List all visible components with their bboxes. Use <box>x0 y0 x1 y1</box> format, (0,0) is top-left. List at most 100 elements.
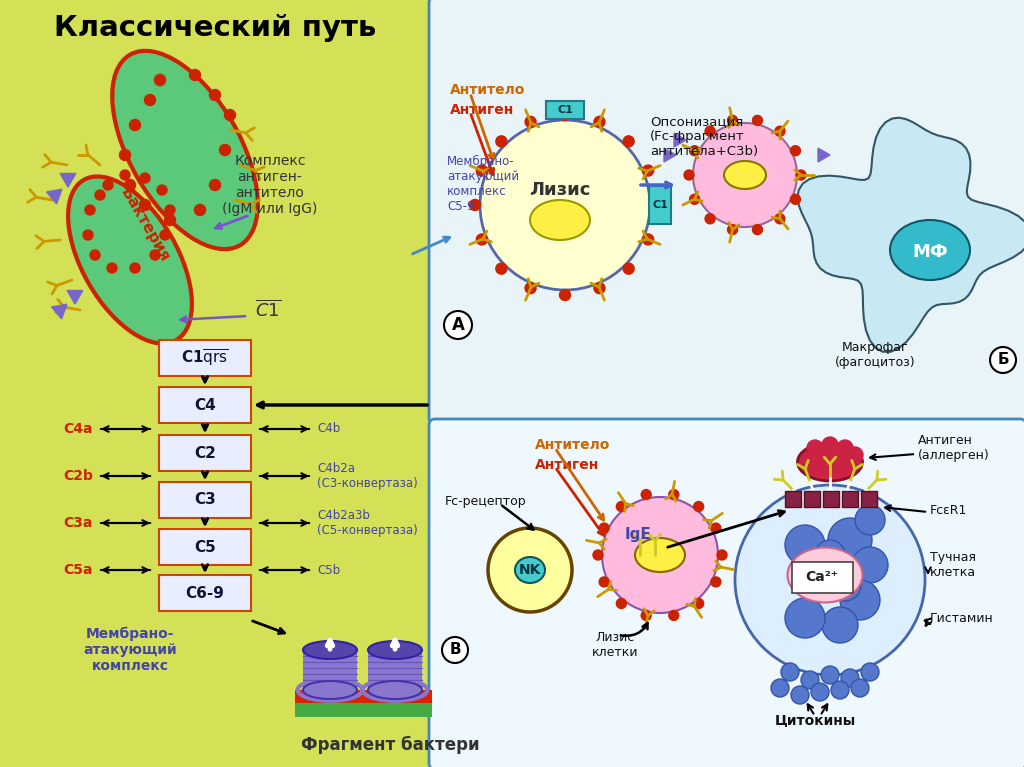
Circle shape <box>847 447 863 463</box>
Circle shape <box>727 115 737 125</box>
Circle shape <box>641 489 651 499</box>
Text: C2: C2 <box>195 446 216 460</box>
Text: Б: Б <box>997 353 1009 367</box>
Text: Макрофаг
(фагоцитоз): Макрофаг (фагоцитоз) <box>835 341 915 369</box>
Circle shape <box>150 250 160 260</box>
Circle shape <box>444 311 472 339</box>
Text: C5b: C5b <box>317 564 340 577</box>
Ellipse shape <box>113 51 258 249</box>
FancyBboxPatch shape <box>159 340 251 376</box>
Text: Антитело: Антитело <box>535 438 610 452</box>
Circle shape <box>480 120 650 290</box>
Text: МФ: МФ <box>912 243 948 261</box>
Ellipse shape <box>303 681 357 699</box>
Circle shape <box>85 205 95 215</box>
Circle shape <box>791 146 801 156</box>
Ellipse shape <box>530 200 590 240</box>
Text: Фрагмент бактери: Фрагмент бактери <box>301 736 479 754</box>
Polygon shape <box>664 148 676 162</box>
Ellipse shape <box>303 641 357 659</box>
Circle shape <box>160 230 170 240</box>
Circle shape <box>851 679 869 697</box>
Text: C2b: C2b <box>63 469 93 483</box>
Circle shape <box>139 199 151 210</box>
Circle shape <box>157 185 167 195</box>
Text: C3a: C3a <box>63 516 93 530</box>
Text: Антиген: Антиген <box>535 458 599 472</box>
Circle shape <box>559 110 570 120</box>
Circle shape <box>735 485 925 675</box>
Circle shape <box>815 540 845 570</box>
FancyBboxPatch shape <box>785 491 801 507</box>
Circle shape <box>840 580 880 620</box>
Text: Мембрано-
атакующий
комплекс: Мембрано- атакующий комплекс <box>83 627 177 673</box>
Circle shape <box>669 611 679 621</box>
Circle shape <box>822 437 838 453</box>
Circle shape <box>224 110 236 120</box>
Circle shape <box>706 214 715 224</box>
Circle shape <box>727 225 737 235</box>
Polygon shape <box>51 304 67 319</box>
Text: Тучная
клетка: Тучная клетка <box>930 551 976 579</box>
Circle shape <box>785 598 825 638</box>
Circle shape <box>775 214 785 224</box>
Circle shape <box>120 150 130 160</box>
Polygon shape <box>303 650 357 690</box>
Circle shape <box>822 607 858 643</box>
Text: Комплекс
антиген-
антитело
(IgM или IgG): Комплекс антиген- антитело (IgM или IgG) <box>222 153 317 216</box>
Circle shape <box>828 518 872 562</box>
Ellipse shape <box>787 548 862 603</box>
Circle shape <box>831 681 849 699</box>
Text: Опсонизация
(Fc-фрагмент
антитела+С3b): Опсонизация (Fc-фрагмент антитела+С3b) <box>650 115 758 158</box>
FancyBboxPatch shape <box>159 435 251 471</box>
Circle shape <box>841 669 859 687</box>
Text: Fc-рецептор: Fc-рецептор <box>445 495 526 509</box>
Circle shape <box>210 179 220 190</box>
Polygon shape <box>46 189 61 204</box>
Text: NK: NK <box>519 563 542 577</box>
Circle shape <box>120 170 130 180</box>
Text: А: А <box>452 316 465 334</box>
Circle shape <box>103 180 113 190</box>
Circle shape <box>861 663 879 681</box>
Text: C4b: C4b <box>317 423 340 436</box>
Polygon shape <box>295 703 432 717</box>
Circle shape <box>469 199 480 210</box>
Text: Классический путь: Классический путь <box>54 14 376 42</box>
Circle shape <box>689 146 699 156</box>
Circle shape <box>793 563 827 597</box>
Circle shape <box>693 123 797 227</box>
Circle shape <box>791 194 801 204</box>
Circle shape <box>144 94 156 106</box>
Polygon shape <box>295 690 432 703</box>
FancyBboxPatch shape <box>159 387 251 423</box>
Circle shape <box>210 90 220 100</box>
FancyBboxPatch shape <box>429 0 1024 424</box>
Ellipse shape <box>368 641 422 659</box>
FancyBboxPatch shape <box>546 101 584 119</box>
Text: Лизис: Лизис <box>529 181 591 199</box>
Circle shape <box>106 263 117 273</box>
Circle shape <box>219 144 230 156</box>
Circle shape <box>496 136 507 146</box>
Circle shape <box>83 230 93 240</box>
Circle shape <box>140 173 150 183</box>
FancyBboxPatch shape <box>159 575 251 611</box>
Circle shape <box>624 136 634 146</box>
Text: Лизис
клетки: Лизис клетки <box>592 631 638 659</box>
Circle shape <box>189 70 201 81</box>
Ellipse shape <box>724 161 766 189</box>
Circle shape <box>165 215 175 225</box>
FancyBboxPatch shape <box>429 419 1024 767</box>
Text: C4b2a3b
(C5-конвертаза): C4b2a3b (C5-конвертаза) <box>317 509 418 537</box>
Circle shape <box>125 179 135 190</box>
Text: Мембрано-
атакующий
комплекс
С5-9: Мембрано- атакующий комплекс С5-9 <box>447 155 519 213</box>
Text: C3: C3 <box>195 492 216 508</box>
Circle shape <box>796 170 806 180</box>
Polygon shape <box>674 133 686 147</box>
Circle shape <box>129 120 140 130</box>
Bar <box>0 0 432 767</box>
Circle shape <box>689 194 699 204</box>
Circle shape <box>599 577 609 587</box>
Circle shape <box>781 663 799 681</box>
